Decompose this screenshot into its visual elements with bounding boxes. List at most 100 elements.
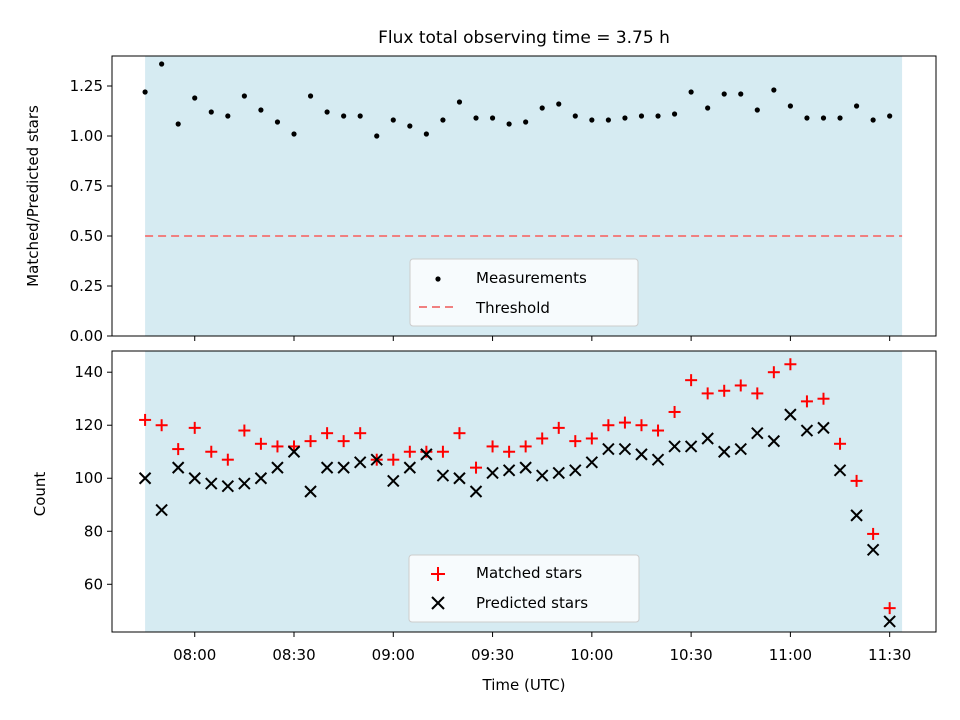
measurement-point <box>506 121 512 127</box>
predicted-star-point-b <box>238 477 251 490</box>
predicted-star-point <box>221 479 235 493</box>
matched-star-point <box>701 387 714 400</box>
predicted-star-point-b <box>370 453 383 466</box>
predicted-star-point <box>535 469 549 482</box>
predicted-star-point-b <box>320 461 334 474</box>
bottom-y-axis-label: Count <box>31 472 49 517</box>
bottom-points-matched <box>139 358 896 615</box>
predicted-star-point-b <box>866 543 880 557</box>
predicted-star-point <box>668 440 681 453</box>
legend-matched-label: Matched stars <box>476 564 582 582</box>
predicted-star-point-b <box>254 472 268 485</box>
measurement-point <box>440 117 446 123</box>
predicted-star-point <box>238 477 251 490</box>
predicted-star-point-b <box>519 461 532 474</box>
measurement-point <box>324 109 330 115</box>
measurement-point <box>341 113 347 119</box>
predicted-star-point <box>519 461 532 474</box>
predicted-star-point-b <box>701 432 714 445</box>
predicted-star-point-b <box>635 448 648 461</box>
predicted-star-point <box>205 477 218 490</box>
top-y-tick-label: 0.00 <box>70 327 103 345</box>
measurement-point <box>887 113 893 119</box>
predicted-star-point-b <box>171 461 185 474</box>
measurement-point <box>804 115 810 121</box>
matched-star-point <box>734 379 747 392</box>
predicted-star-point <box>817 421 830 435</box>
predicted-star-point <box>370 453 383 466</box>
predicted-star-point <box>254 472 268 485</box>
predicted-star-point <box>734 442 747 456</box>
predicted-star-point <box>850 509 863 522</box>
legend-measurements-label: Measurements <box>476 269 587 287</box>
predicted-star-point <box>602 442 615 456</box>
predicted-star-point-b <box>817 421 830 435</box>
matched-star-point <box>685 374 698 387</box>
predicted-star-point <box>353 456 367 469</box>
measurement-point <box>638 113 645 119</box>
measurement-point <box>787 103 793 109</box>
matched-star-point <box>271 440 284 453</box>
measurement-point <box>738 91 744 97</box>
predicted-star-point <box>784 408 797 421</box>
measurement-point <box>225 113 231 119</box>
matched-star-point <box>602 419 615 432</box>
predicted-star-point <box>883 615 896 628</box>
bottom-y-tick-label: 120 <box>74 416 103 434</box>
x-tick-label: 09:30 <box>471 646 514 664</box>
predicted-star-point <box>320 461 334 474</box>
matched-star-point <box>403 445 416 458</box>
predicted-star-point-b <box>188 472 201 485</box>
matched-star-point <box>834 437 847 450</box>
measurement-point <box>721 91 727 97</box>
bottom-axes-frame <box>111 350 937 633</box>
predicted-star-point-b <box>552 466 565 480</box>
matched-star-point <box>486 440 499 453</box>
matched-star-point <box>503 445 516 458</box>
top-axes-frame <box>111 55 937 337</box>
measurement-point <box>407 123 413 129</box>
bottom-legend-box <box>408 554 640 623</box>
x-tick-label: 11:30 <box>868 646 911 664</box>
predicted-star-point <box>684 440 698 453</box>
measurement-point <box>357 113 363 119</box>
matched-star-point <box>883 602 896 615</box>
matched-star-point <box>337 435 350 448</box>
matched-star-point <box>321 427 334 440</box>
top-y-tick-label: 0.50 <box>70 227 103 245</box>
top-y-tick-label: 0.25 <box>70 277 103 295</box>
legend-matched-marker <box>431 567 445 581</box>
top-legend: Measurements Threshold <box>409 258 639 327</box>
measurement-point <box>605 117 611 123</box>
matched-star-point <box>453 427 466 440</box>
x-tick-label: 08:00 <box>173 646 216 664</box>
predicted-star-point-b <box>138 472 152 485</box>
predicted-star-point-b <box>453 472 466 485</box>
matched-star-point <box>867 527 880 540</box>
measurement-point <box>539 105 545 111</box>
predicted-star-point-b <box>337 461 350 474</box>
predicted-star-point-b <box>767 434 781 448</box>
predicted-star-point <box>403 461 417 474</box>
predicted-star-point-b <box>668 440 681 453</box>
predicted-star-point-b <box>850 509 863 522</box>
measurement-point <box>456 99 463 105</box>
x-tick-label: 10:30 <box>669 646 712 664</box>
matched-star-point <box>221 453 234 466</box>
measurement-point <box>390 117 396 123</box>
top-points <box>142 61 893 139</box>
measurement-point <box>556 101 562 107</box>
matched-star-point <box>470 461 483 474</box>
predicted-star-point <box>718 445 731 458</box>
matched-star-point <box>354 427 367 440</box>
matched-star-point <box>519 440 532 453</box>
predicted-star-point-b <box>469 485 483 498</box>
bottom-y-ticks: 60 80 100 120 140 <box>74 363 112 593</box>
matched-star-point <box>536 432 549 445</box>
x-tick-label: 08:30 <box>272 646 315 664</box>
measurement-point <box>671 111 678 117</box>
predicted-star-point-b <box>585 456 599 469</box>
measurement-point <box>423 131 429 137</box>
predicted-star-point-b <box>800 424 814 437</box>
